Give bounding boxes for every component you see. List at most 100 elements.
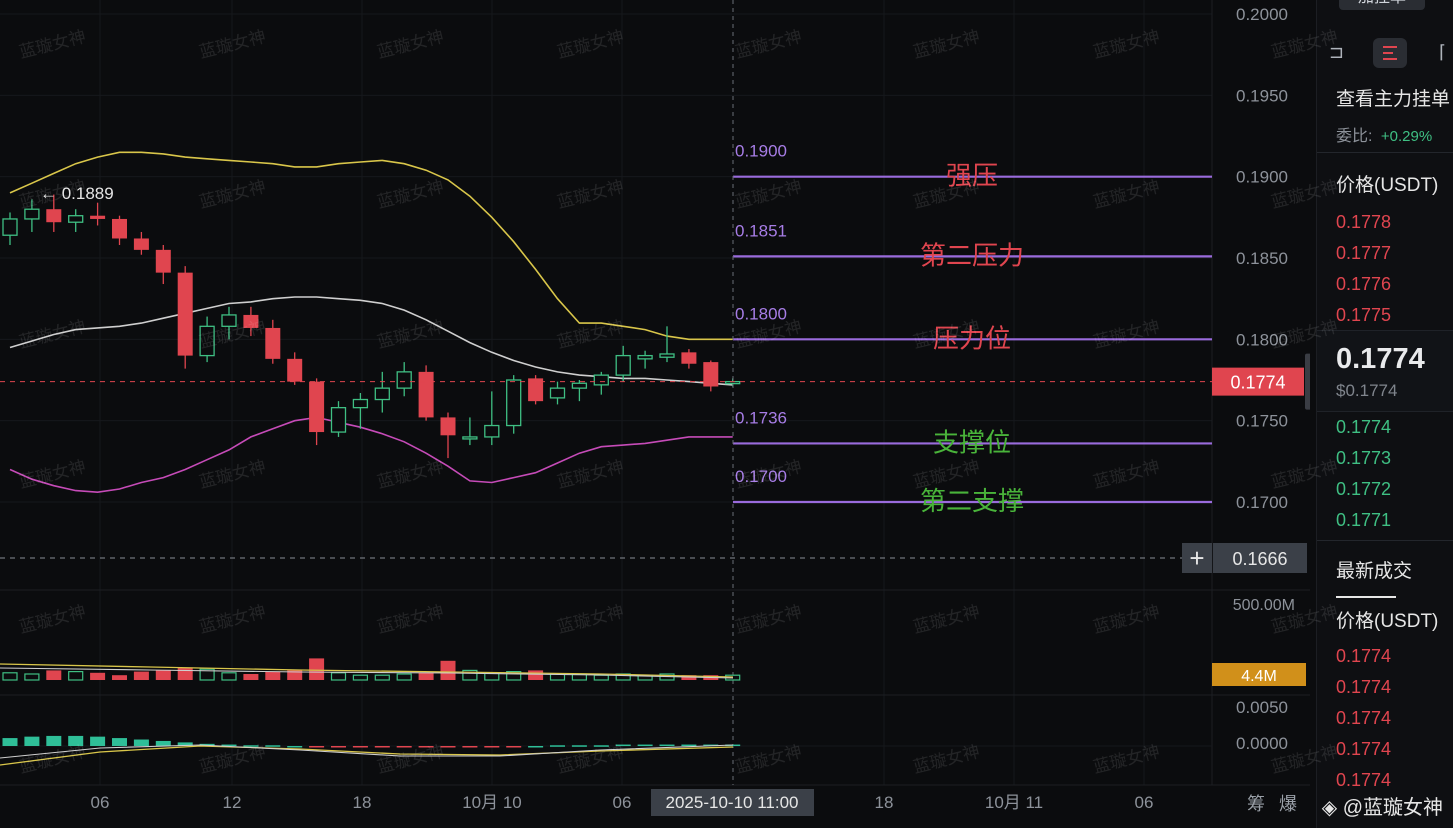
- volume-bar-up: [352, 674, 368, 681]
- volume-bar-down: [177, 668, 193, 680]
- bid-price[interactable]: 0.1774: [1336, 417, 1392, 437]
- trade-price: 0.1774: [1336, 770, 1392, 790]
- chart-overlays: 0.1774 + 0.1666 ← 0.1889: [0, 0, 1310, 785]
- tab-latest-trades[interactable]: 最新成交: [1336, 561, 1413, 582]
- candle-body-up: [352, 398, 369, 409]
- volume-bar-up: [221, 672, 237, 681]
- bid-price[interactable]: 0.1771: [1336, 510, 1392, 530]
- volume-bar-up: [68, 670, 84, 681]
- macd-histogram-bar: [659, 744, 675, 747]
- ask-price[interactable]: 0.1777: [1336, 243, 1392, 263]
- price-tick-label: 0.1750: [1236, 412, 1288, 431]
- middle-band-line: [9, 296, 733, 386]
- candle-body-down: [681, 352, 697, 364]
- layout-icon[interactable]: ⊐: [1329, 42, 1345, 62]
- macd-histogram-bar: [681, 744, 697, 747]
- time-tick-label: 10月 11: [985, 793, 1043, 812]
- high-marker-label: ← 0.1889: [40, 184, 114, 203]
- ask-price[interactable]: 0.1775: [1336, 305, 1392, 325]
- brand-logo: ◈ @蓝璇女神: [1322, 791, 1443, 820]
- price-tick-label: 0.1800: [1236, 330, 1288, 349]
- ask-price[interactable]: 0.1778: [1336, 212, 1392, 232]
- tab-chips[interactable]: 筹: [1247, 794, 1265, 814]
- macd-histogram-bar: [440, 746, 456, 748]
- volume-bar-up: [330, 672, 347, 681]
- time-tick-label: 12: [223, 793, 242, 812]
- bid-price[interactable]: 0.1773: [1336, 448, 1392, 468]
- tab-liquidations[interactable]: 爆: [1279, 794, 1297, 814]
- volume-bar-up: [506, 670, 522, 681]
- brand-name: @蓝璇女神: [1342, 797, 1443, 819]
- support-resistance-levels: 0.1900 强压 0.1851 第二压力 0.1800 压力位 0.1736 支撑位 0.17…: [733, 142, 1212, 516]
- price-header: 价格(USDT): [1336, 175, 1439, 196]
- volume-bar-down: [46, 670, 62, 680]
- macd-histogram-bar: [287, 746, 303, 748]
- trade-price: 0.1774: [1336, 708, 1392, 728]
- candle-body-down: [265, 327, 281, 359]
- candle-body-up: [506, 379, 522, 427]
- crosshair-time-badge: [651, 789, 814, 816]
- macd-signal-line: [0, 745, 734, 766]
- macd-histogram-bar: [374, 746, 390, 748]
- active-tab-indicator: [1336, 596, 1396, 598]
- order-book-title[interactable]: 查看主力挂单: [1336, 89, 1451, 110]
- bid-price[interactable]: 0.1772: [1336, 479, 1392, 499]
- add-order-button[interactable]: 加挂单: [1339, 0, 1425, 10]
- level-price-label: 0.1800: [735, 304, 787, 323]
- level-name-label: 压力位: [933, 323, 1011, 353]
- book-view-toggle[interactable]: [1373, 38, 1407, 68]
- candle-body-up: [68, 215, 84, 223]
- macd-histogram-bar: [528, 746, 544, 748]
- volume-bar-down: [440, 660, 456, 680]
- volume-bar-down: [133, 671, 149, 680]
- volume-bar-down: [243, 674, 259, 680]
- level-name-label: 支撑位: [933, 427, 1011, 457]
- candle-body-up: [2, 218, 18, 236]
- candlestick-chart[interactable]: 0.1900强压0.1851第二压力0.1800压力位0.1736支撑位0.17…: [0, 0, 1310, 828]
- macd-pane: 0.0050 0.0000: [0, 698, 1288, 766]
- volume-bar-up: [24, 673, 40, 681]
- chart-background: [0, 0, 1310, 828]
- time-tick-label: 06: [1135, 793, 1154, 812]
- plus-icon: +: [1189, 543, 1204, 573]
- level-price-label: 0.1700: [735, 467, 787, 486]
- volume-current-badge: [1212, 663, 1306, 686]
- level-price-label: 0.1900: [735, 142, 787, 161]
- time-tick-label: 18: [353, 793, 372, 812]
- add-alert-button: [1182, 543, 1212, 573]
- candle-body-down: [703, 362, 719, 387]
- crosshair-time-label: 2025-10-10 11:00: [666, 793, 799, 812]
- time-tick-label: 06: [91, 793, 110, 812]
- candle-body-down: [46, 209, 62, 223]
- candle-body-down: [90, 215, 106, 219]
- list-icon: [1383, 46, 1397, 60]
- candle-body-up: [615, 354, 631, 376]
- ratio-label: 委比:: [1336, 128, 1373, 145]
- macd-histogram-bar: [484, 746, 500, 748]
- ask-price[interactable]: 0.1776: [1336, 274, 1392, 294]
- volume-bar-down: [112, 675, 127, 680]
- candle-body-down: [243, 314, 259, 328]
- macd-histogram-bar: [112, 738, 127, 746]
- lower-band-line: [9, 416, 733, 494]
- ratio-value: +0.29%: [1380, 128, 1433, 145]
- price-tick-label: 0.1950: [1236, 86, 1288, 105]
- candle-body-down: [155, 249, 171, 273]
- macd-histogram-bar: [46, 735, 62, 746]
- cursor-price-label: 0.1666: [1232, 549, 1287, 569]
- volume-bar-down: [309, 658, 325, 680]
- candle-body-up: [659, 353, 675, 358]
- macd-histogram-bar: [68, 735, 84, 746]
- level-name-label: 强压: [946, 161, 998, 191]
- volume-axis-label: 500.00M: [1233, 597, 1295, 614]
- volume-bar-up: [199, 668, 215, 681]
- macd-tick-label: 0.0000: [1236, 734, 1288, 753]
- macd-histogram-bar: [418, 746, 434, 748]
- book-icon[interactable]: ⌈: [1439, 42, 1447, 62]
- cursor-price-badge: [1213, 543, 1307, 573]
- current-price-label: 0.1774: [1230, 373, 1285, 393]
- macd-histogram-bar: [309, 746, 325, 748]
- ratio-row: 委比: +0.29%: [1336, 122, 1432, 146]
- macd-histogram-bar: [571, 745, 587, 747]
- volume-bar-up: [462, 669, 478, 681]
